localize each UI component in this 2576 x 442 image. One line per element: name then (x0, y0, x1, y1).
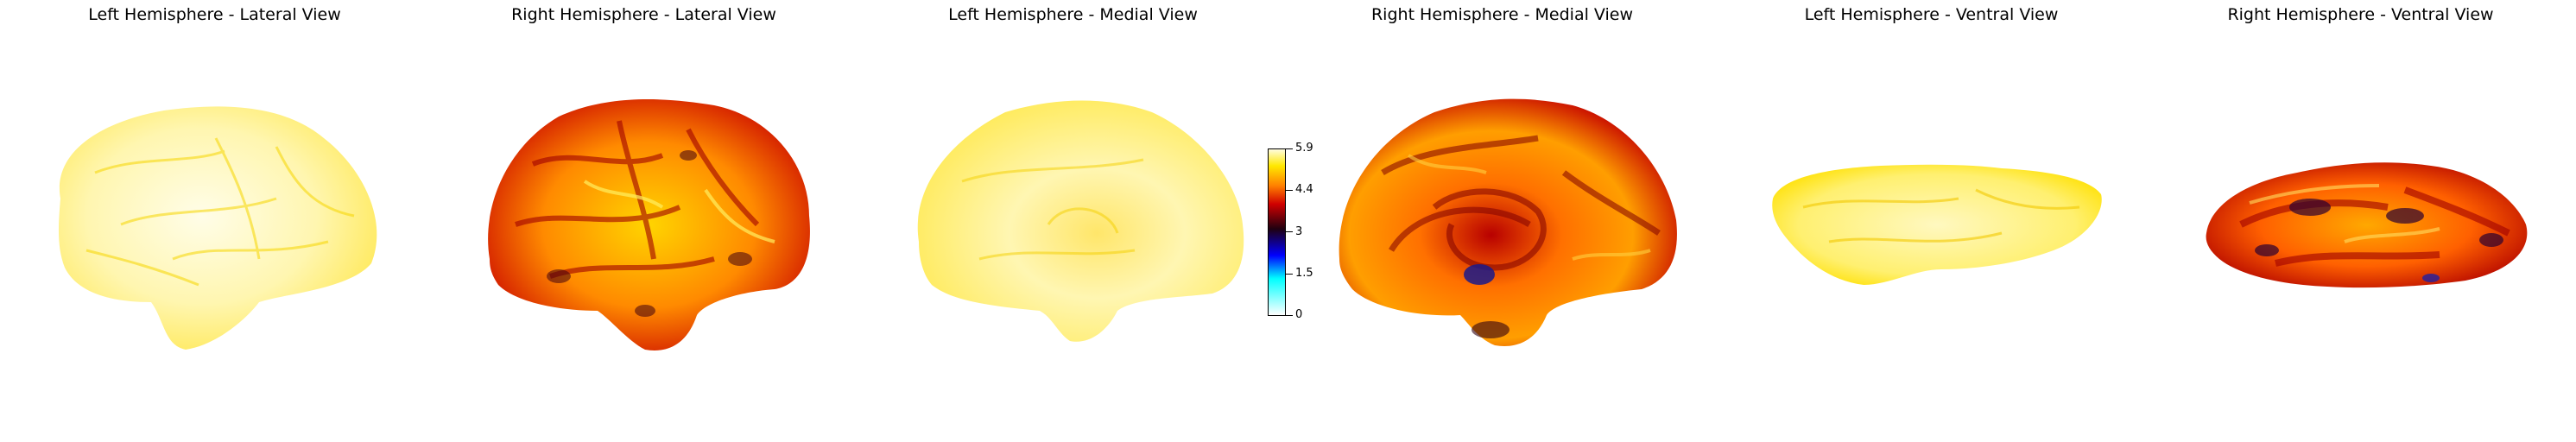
brain-left-medial (917, 100, 1244, 342)
colorbar-label: 4.4 (1295, 183, 1313, 196)
colorbar-label: 0 (1295, 308, 1303, 321)
colorbar-tick (1286, 190, 1293, 191)
brain-right-lateral (488, 99, 810, 350)
panel-title: Left Hemisphere - Lateral View (88, 5, 341, 24)
colorbar-tick (1286, 274, 1293, 275)
colorbar-tick (1286, 148, 1293, 149)
panel-right-ventral: Right Hemisphere - Ventral View (2146, 0, 2575, 442)
panel-title: Right Hemisphere - Medial View (1370, 5, 1634, 24)
panel-title: Left Hemisphere - Medial View (948, 5, 1198, 24)
panel-left-lateral: Left Hemisphere - Lateral View (0, 0, 429, 442)
panel-title: Left Hemisphere - Ventral View (1804, 5, 2059, 24)
colorbar-label: 3 (1295, 225, 1303, 238)
panel-left-medial: Left Hemisphere - Medial View (858, 0, 1288, 442)
panel-right-medial: Right Hemisphere - Medial View (1288, 0, 1717, 442)
brain-right-ventral (2206, 162, 2528, 288)
colorbar-tick (1286, 315, 1293, 316)
brain-right-medial (1339, 98, 1677, 346)
brain-left-lateral (58, 106, 377, 350)
panel-left-ventral: Left Hemisphere - Ventral View (1717, 0, 2146, 442)
colorbar-label: 1.5 (1295, 267, 1313, 280)
colorbar (1268, 148, 1286, 316)
panel-title: Right Hemisphere - Ventral View (2227, 5, 2494, 24)
panel-right-lateral: Right Hemisphere - Lateral View (429, 0, 858, 442)
colorbar-label: 5.9 (1295, 142, 1313, 155)
panel-title: Right Hemisphere - Lateral View (511, 5, 776, 24)
colorbar-tick (1286, 231, 1293, 232)
brain-left-ventral (1772, 164, 2102, 285)
